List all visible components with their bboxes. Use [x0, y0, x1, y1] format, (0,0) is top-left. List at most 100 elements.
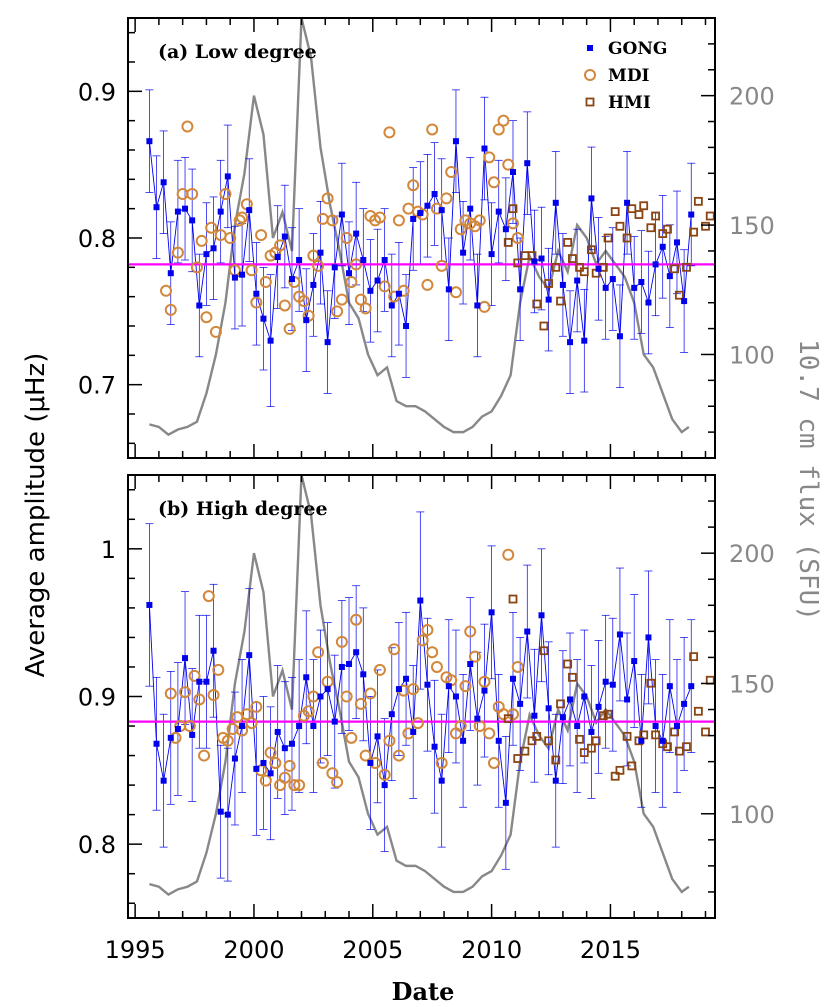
y2-tick-label: 150	[729, 212, 775, 240]
y-tick-label: 0.9	[78, 684, 116, 712]
gong-point	[509, 675, 516, 682]
hmi-point	[674, 290, 684, 300]
gong-point	[189, 217, 196, 224]
gong-point	[210, 647, 217, 654]
mdi-point	[186, 188, 199, 200]
gong-point	[403, 675, 410, 682]
gong-point	[317, 249, 324, 256]
gong-point	[281, 233, 288, 240]
mdi-point	[259, 276, 272, 288]
mdi-point	[209, 325, 222, 338]
gong-point	[438, 777, 445, 784]
gong-point	[395, 290, 402, 297]
mdi-point	[171, 246, 184, 259]
gong-point	[624, 696, 631, 703]
gong-point	[331, 264, 338, 271]
hmi-point	[689, 227, 699, 237]
mdi-point	[312, 259, 325, 272]
mdi-point	[411, 717, 424, 730]
hmi-point	[663, 224, 672, 234]
mdi-point	[497, 708, 510, 721]
gong-point	[260, 759, 267, 766]
gong-point	[224, 811, 231, 818]
gong-point	[488, 251, 495, 258]
gong-point	[224, 173, 231, 180]
gong-point	[531, 712, 538, 719]
gong-point	[167, 270, 174, 277]
gong-point	[395, 686, 402, 693]
y-axis-left-title: Average amplitude (μHz)	[21, 353, 51, 678]
gong-point	[659, 737, 666, 744]
gong-point	[452, 693, 459, 700]
mdi-point	[416, 634, 429, 647]
hmi-point	[532, 299, 542, 309]
mdi-point	[297, 295, 310, 308]
gong-point	[410, 215, 417, 222]
x-tick-label: 2005	[342, 936, 403, 964]
gong-point	[645, 634, 652, 641]
gong-point	[367, 759, 374, 766]
mdi-point	[421, 278, 434, 291]
gong-point	[410, 728, 417, 735]
mdi-point	[345, 731, 358, 744]
gong-point	[231, 274, 238, 281]
mdi-point	[511, 232, 524, 244]
gong-point	[231, 755, 238, 762]
mdi-point	[502, 158, 515, 171]
gong-point	[467, 661, 474, 668]
hmi-point	[670, 264, 679, 274]
gong-point	[253, 765, 260, 772]
mdi-point	[188, 669, 201, 682]
mdi-point	[250, 296, 263, 309]
gong-point	[424, 202, 431, 209]
gong-point	[424, 681, 431, 688]
gong-point	[274, 728, 281, 735]
gong-point	[559, 714, 566, 721]
mdi-point	[321, 192, 334, 205]
mdi-point	[278, 299, 291, 312]
mdi-point	[176, 188, 189, 200]
gong-point	[438, 207, 445, 214]
mdi-point	[195, 234, 208, 247]
hmi-point	[598, 711, 608, 721]
hmi-point	[527, 736, 537, 746]
y-axis-right-title: 10.7 cm flux (SFU)	[793, 339, 823, 621]
hmi-point	[503, 714, 513, 724]
hmi-point	[701, 727, 710, 737]
mdi-point	[335, 293, 348, 306]
plot-area	[128, 475, 715, 896]
hmi-point	[539, 646, 549, 656]
gong-point	[146, 601, 153, 608]
gong-point	[488, 609, 495, 616]
mdi-point	[326, 214, 339, 227]
gong-point	[481, 145, 488, 152]
gong-point	[174, 725, 181, 732]
plot-area	[128, 18, 715, 437]
hmi-point	[682, 262, 691, 272]
legend-marker-mdi	[584, 69, 596, 81]
mdi-point	[478, 300, 491, 313]
mdi-point	[497, 114, 510, 127]
mdi-point	[407, 179, 420, 192]
gong-point	[481, 687, 488, 694]
mdi-point	[459, 680, 472, 693]
gong-point	[688, 683, 695, 690]
mdi-point	[502, 548, 515, 561]
mdi-point	[183, 720, 196, 733]
hmi-point	[513, 258, 523, 268]
hmi-point	[622, 233, 632, 243]
mdi-point	[440, 192, 453, 205]
mdi-point	[202, 590, 215, 603]
mdi-point	[212, 663, 225, 676]
gong-point	[296, 257, 303, 263]
mdi-point	[160, 284, 173, 297]
gong-point	[360, 671, 367, 678]
gong-point	[567, 696, 574, 703]
gong-point	[673, 723, 680, 730]
gong-point	[274, 254, 281, 261]
gong-point	[581, 693, 588, 700]
mdi-point	[293, 779, 306, 792]
y2-tick-label: 200	[729, 83, 775, 111]
mdi-point	[245, 717, 258, 730]
gong-point	[303, 317, 310, 324]
